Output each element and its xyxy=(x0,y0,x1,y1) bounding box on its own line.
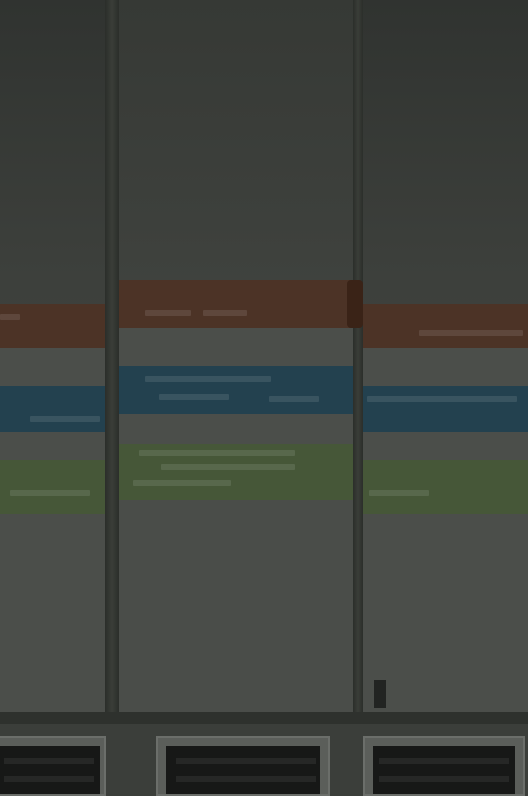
drag-handle[interactable] xyxy=(347,280,363,328)
tray-inner xyxy=(373,746,515,794)
left-tray[interactable] xyxy=(0,736,106,796)
blue-band xyxy=(363,386,528,432)
text-placeholder xyxy=(30,416,100,422)
tray-bar xyxy=(176,758,316,764)
text-placeholder xyxy=(10,490,90,496)
green-band xyxy=(0,460,105,514)
right-tray[interactable] xyxy=(363,736,525,796)
tray-bar xyxy=(379,758,509,764)
grey-band xyxy=(0,514,105,712)
grey-band xyxy=(119,500,353,712)
text-placeholder xyxy=(203,310,247,316)
center-tray[interactable] xyxy=(156,736,330,796)
text-placeholder xyxy=(139,450,295,456)
grey-band xyxy=(0,348,105,386)
blue-band xyxy=(0,386,105,432)
text-placeholder xyxy=(159,394,229,400)
green-band xyxy=(363,460,528,514)
grey-band xyxy=(0,432,105,460)
tray-inner xyxy=(0,746,100,794)
grey-band xyxy=(363,514,528,712)
green-band xyxy=(119,444,353,500)
tray-bar xyxy=(4,776,94,782)
text-placeholder xyxy=(145,310,191,316)
orange-band xyxy=(363,304,528,348)
text-placeholder xyxy=(367,396,517,402)
tray-bar xyxy=(379,776,509,782)
orange-band xyxy=(0,304,105,348)
grey-band xyxy=(363,432,528,460)
right-divider[interactable] xyxy=(353,0,363,796)
text-placeholder xyxy=(419,330,523,336)
grey-band xyxy=(119,328,353,366)
blue-band xyxy=(119,366,353,414)
tray-inner xyxy=(166,746,320,794)
text-placeholder xyxy=(161,464,295,470)
tray-bar xyxy=(176,776,316,782)
orange-band xyxy=(119,280,353,328)
grey-band xyxy=(363,348,528,386)
marker-block xyxy=(374,680,386,708)
left-panel xyxy=(0,0,105,712)
text-placeholder xyxy=(369,490,429,496)
left-divider[interactable] xyxy=(105,0,119,796)
text-placeholder xyxy=(269,396,319,402)
tray-bar xyxy=(4,758,94,764)
center-panel xyxy=(119,0,353,712)
grey-band xyxy=(119,414,353,444)
text-placeholder xyxy=(0,314,20,320)
text-placeholder xyxy=(133,480,231,486)
bottom-strip xyxy=(0,712,528,724)
text-placeholder xyxy=(145,376,271,382)
right-panel xyxy=(363,0,528,712)
